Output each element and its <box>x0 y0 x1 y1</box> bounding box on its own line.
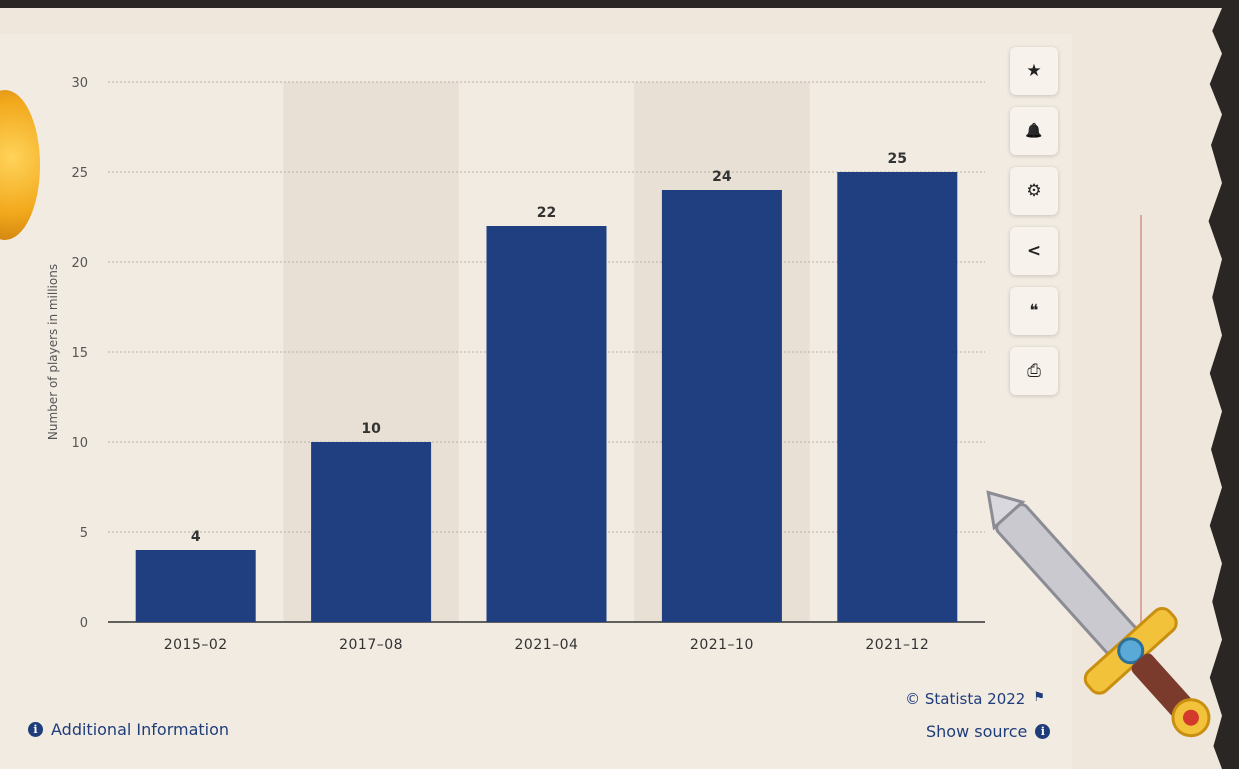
data-label: 25 <box>888 151 907 167</box>
y-tick-label: 30 <box>71 76 88 91</box>
notification-button[interactable]: 🔔 <box>1010 107 1058 155</box>
cite-icon: ❝ <box>1029 301 1039 321</box>
print-icon: ⎙ <box>1027 361 1041 381</box>
y-tick-label: 15 <box>71 346 88 361</box>
x-tick-label: 2017–08 <box>339 637 403 653</box>
bar <box>486 226 607 622</box>
bar <box>311 442 432 622</box>
share-icon: < <box>1026 241 1042 261</box>
x-tick-label: 2021–10 <box>690 637 754 653</box>
data-label: 10 <box>361 421 381 437</box>
info-icon: i <box>1035 724 1051 739</box>
copyright[interactable]: © Statista 2022 ⚑ <box>880 690 1045 708</box>
print-button[interactable]: ⎙ <box>1010 347 1058 395</box>
bar <box>135 550 256 622</box>
y-tick-label: 10 <box>71 436 88 451</box>
y-axis-title: Number of players in millions <box>46 264 60 440</box>
sword-decoration <box>986 490 1211 738</box>
settings-icon: ⚙ <box>1026 181 1042 201</box>
favorite-icon: ★ <box>1026 61 1042 81</box>
additional-information-link[interactable]: i Additional Information <box>28 720 229 739</box>
y-tick-label: 25 <box>71 166 88 181</box>
favorite-button[interactable]: ★ <box>1010 47 1058 95</box>
x-tick-label: 2015–02 <box>164 637 228 653</box>
data-label: 24 <box>712 169 732 185</box>
bar-chart: 0 5 10 15 20 25 30 Number of players in million… <box>46 76 985 653</box>
settings-button[interactable]: ⚙ <box>1010 167 1058 215</box>
info-icon: i <box>28 722 43 737</box>
bar <box>661 190 782 622</box>
show-source-link[interactable]: Show source i <box>926 722 1051 741</box>
share-button[interactable]: < <box>1010 227 1058 275</box>
x-tick-label: 2021–04 <box>515 637 579 653</box>
y-tick-label: 5 <box>80 526 88 541</box>
margin-line-decoration <box>1140 215 1142 635</box>
data-label: 22 <box>537 205 556 221</box>
x-tick-label: 2021–12 <box>865 637 929 653</box>
show-source-label: Show source <box>926 722 1028 741</box>
y-tick-label: 20 <box>71 256 88 271</box>
copyright-text: © Statista 2022 <box>905 690 1026 708</box>
cite-button[interactable]: ❝ <box>1010 287 1058 335</box>
flag-icon: ⚑ <box>1033 690 1045 705</box>
data-label: 4 <box>191 529 201 545</box>
notification-icon: 🔔 <box>1025 123 1043 139</box>
additional-information-label: Additional Information <box>51 720 230 739</box>
bar <box>837 172 958 622</box>
y-tick-label: 0 <box>80 616 88 631</box>
